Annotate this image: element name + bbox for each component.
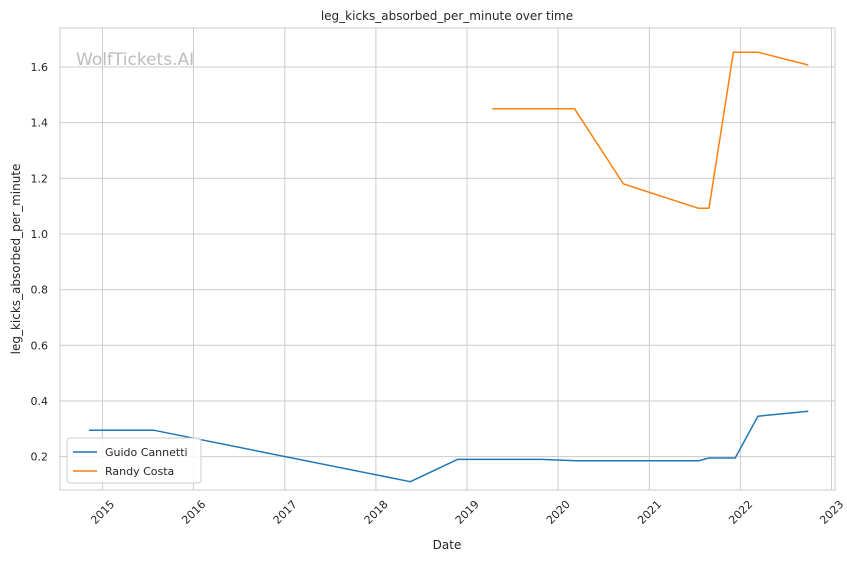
series-layer [88,51,809,483]
x-tick-label: 2015 [88,498,117,527]
grid [60,28,835,490]
x-tick-label: 2017 [271,498,300,527]
y-tick-label: 1.2 [31,172,49,185]
y-tick-label: 1.0 [31,228,49,241]
x-tick-label: 2022 [726,498,755,527]
x-tick-label: 2019 [453,498,482,527]
legend-box [66,437,202,484]
y-tick-label: 0.6 [31,339,49,352]
y-tick-label: 1.6 [31,61,49,74]
y-tick-label: 0.4 [31,395,49,408]
plot-area [59,27,836,491]
x-tick-label: 2023 [817,498,846,527]
y-tick-label: 1.4 [31,117,49,130]
x-axis-label: Date [433,538,462,552]
y-tick-label: 0.8 [31,284,49,297]
legend: Guido Cannetti Randy Costa [66,437,202,484]
x-tick-label: 2020 [544,498,573,527]
x-tick-label: 2021 [635,498,664,527]
legend-label-randy-costa: Randy Costa [105,465,174,478]
series-line-guido-cannetti [88,410,809,483]
chart-title: leg_kicks_absorbed_per_minute over time [321,9,573,23]
x-tick-label: 2016 [179,498,208,527]
watermark: WolfTickets.AI [76,50,194,70]
x-tick-label: 2018 [362,498,391,527]
y-axis-label: leg_kicks_absorbed_per_minute [9,164,23,355]
series-line-randy-costa [492,51,809,210]
legend-label-guido-cannetti: Guido Cannetti [105,446,188,459]
y-tick-label: 0.2 [31,451,49,464]
